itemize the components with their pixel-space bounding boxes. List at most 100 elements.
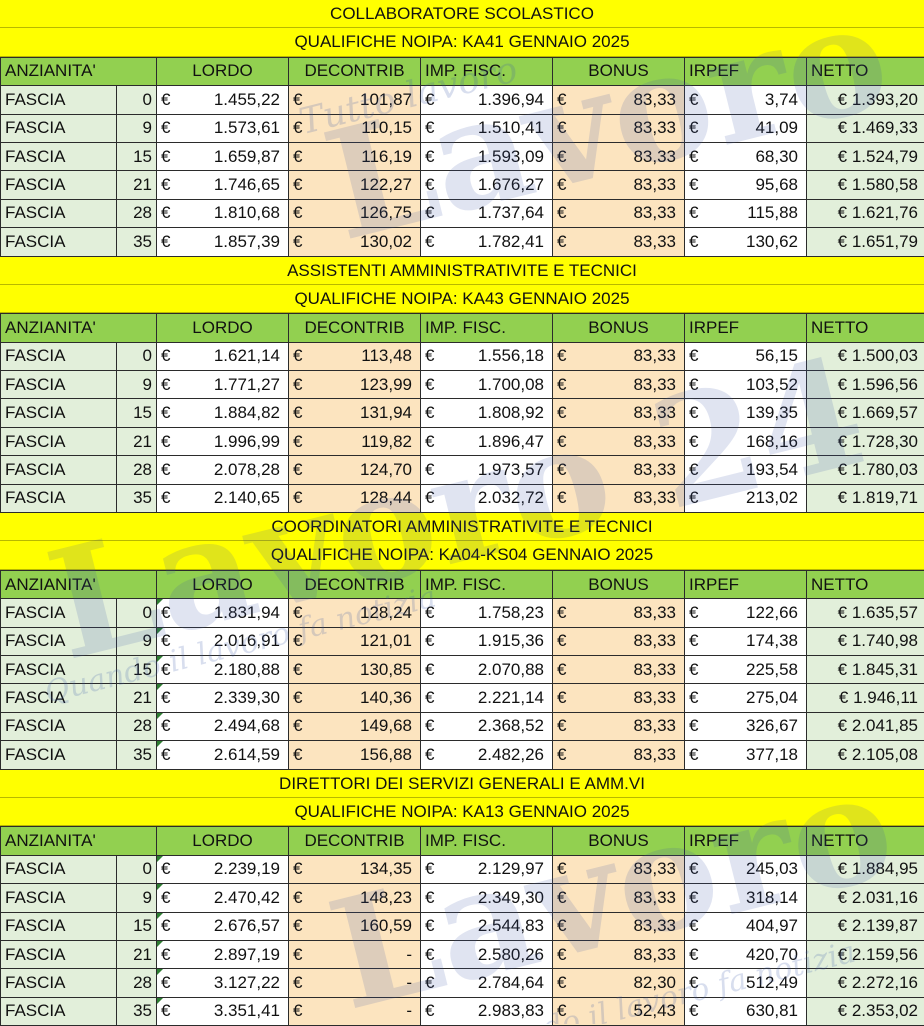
bonus-value: 83,33: [633, 716, 684, 736]
header-irpef: IRPEF: [685, 57, 807, 85]
row-label: FASCIA: [1, 741, 117, 769]
decontrib-value: 123,99: [360, 375, 420, 395]
currency-symbol: €: [685, 660, 698, 680]
currency-symbol: €: [289, 488, 302, 508]
currency-symbol: €: [685, 631, 698, 651]
bonus-cell: €83,33: [553, 399, 685, 427]
currency-symbol: €: [289, 916, 302, 936]
currency-symbol: €: [553, 147, 566, 167]
lordo-value: 2.140,65: [214, 488, 288, 508]
netto-value: € 2.353,02: [838, 1001, 924, 1021]
currency-symbol: €: [157, 716, 170, 736]
decontrib-cell: €160,59: [289, 912, 421, 940]
currency-symbol: €: [289, 745, 302, 765]
bonus-cell: €83,33: [553, 599, 685, 627]
currency-symbol: €: [685, 603, 698, 623]
irpef-value: 318,14: [746, 888, 806, 908]
bonus-cell: €83,33: [553, 627, 685, 655]
netto-cell: € 2.272,16: [807, 969, 924, 997]
currency-symbol: €: [289, 375, 302, 395]
lordo-cell: €1.659,87: [157, 142, 289, 170]
lordo-value: 2.897,19: [214, 945, 288, 965]
netto-cell: € 1.500,03: [807, 342, 924, 370]
netto-cell: € 2.105,08: [807, 741, 924, 769]
currency-symbol: €: [157, 745, 170, 765]
netto-cell: € 1.740,98: [807, 627, 924, 655]
bonus-cell: €83,33: [553, 456, 685, 484]
irpef-value: 115,88: [747, 203, 806, 223]
currency-symbol: €: [289, 1001, 302, 1021]
currency-symbol: €: [421, 1001, 434, 1021]
bonus-cell: €52,43: [553, 997, 685, 1025]
years-cell: 28: [117, 712, 157, 740]
irpef-cell: €3,74: [685, 86, 807, 114]
imp-fisc-cell: €1.808,92: [421, 399, 553, 427]
row-label: FASCIA: [1, 599, 117, 627]
decontrib-cell: €130,02: [289, 228, 421, 256]
lordo-value: 1.831,94: [214, 603, 288, 623]
imp-fisc-value: 2.482,26: [478, 745, 552, 765]
section-title: COORDINATORI AMMINISTRATIVITE E TECNICI: [0, 513, 924, 541]
imp-fisc-cell: €1.676,27: [421, 171, 553, 199]
bonus-cell: €83,33: [553, 912, 685, 940]
bonus-value: 83,33: [633, 745, 684, 765]
decontrib-value: 113,48: [361, 346, 420, 366]
imp-fisc-cell: €1.556,18: [421, 342, 553, 370]
irpef-cell: €41,09: [685, 114, 807, 142]
currency-symbol: €: [289, 603, 302, 623]
currency-symbol: €: [421, 631, 434, 651]
header-imp-fisc: IMP. FISC.: [421, 570, 553, 598]
currency-symbol: €: [553, 716, 566, 736]
currency-symbol: €: [289, 859, 302, 879]
netto-value: € 1.621,76: [838, 203, 924, 223]
decontrib-cell: €128,44: [289, 484, 421, 512]
netto-cell: € 1.524,79: [807, 142, 924, 170]
irpef-cell: €213,02: [685, 484, 807, 512]
lordo-value: 2.180,88: [214, 660, 288, 680]
lordo-value: 3.351,41: [214, 1001, 288, 1021]
irpef-cell: €630,81: [685, 997, 807, 1025]
currency-symbol: €: [685, 888, 698, 908]
currency-symbol: €: [553, 1001, 566, 1021]
imp-fisc-cell: €1.915,36: [421, 627, 553, 655]
currency-symbol: €: [289, 118, 302, 138]
currency-symbol: €: [157, 916, 170, 936]
row-label: FASCIA: [1, 171, 117, 199]
imp-fisc-value: 1.808,92: [478, 403, 552, 423]
header-irpef: IRPEF: [685, 570, 807, 598]
decontrib-cell: €-: [289, 940, 421, 968]
header-imp-fisc: IMP. FISC.: [421, 314, 553, 342]
header-lordo: LORDO: [157, 314, 289, 342]
irpef-cell: €377,18: [685, 741, 807, 769]
lordo-value: 2.614,59: [214, 745, 288, 765]
section-subtitle: QUALIFICHE NOIPA: KA41 GENNAIO 2025: [0, 28, 924, 56]
currency-symbol: €: [157, 203, 170, 223]
decontrib-cell: €-: [289, 997, 421, 1025]
currency-symbol: €: [685, 90, 698, 110]
currency-symbol: €: [157, 147, 170, 167]
years-cell: 21: [117, 427, 157, 455]
currency-symbol: €: [685, 716, 698, 736]
lordo-cell: €2.140,65: [157, 484, 289, 512]
currency-symbol: €: [157, 175, 170, 195]
lordo-cell: €1.573,61: [157, 114, 289, 142]
irpef-cell: €174,38: [685, 627, 807, 655]
lordo-value: 2.078,28: [214, 460, 288, 480]
irpef-cell: €245,03: [685, 855, 807, 883]
decontrib-cell: €121,01: [289, 627, 421, 655]
bonus-cell: €83,33: [553, 142, 685, 170]
row-label: FASCIA: [1, 142, 117, 170]
years-cell: 35: [117, 484, 157, 512]
lordo-cell: €2.614,59: [157, 741, 289, 769]
currency-symbol: €: [685, 346, 698, 366]
irpef-cell: €318,14: [685, 884, 807, 912]
header-decontrib: DECONTRIB: [289, 57, 421, 85]
decontrib-cell: €113,48: [289, 342, 421, 370]
